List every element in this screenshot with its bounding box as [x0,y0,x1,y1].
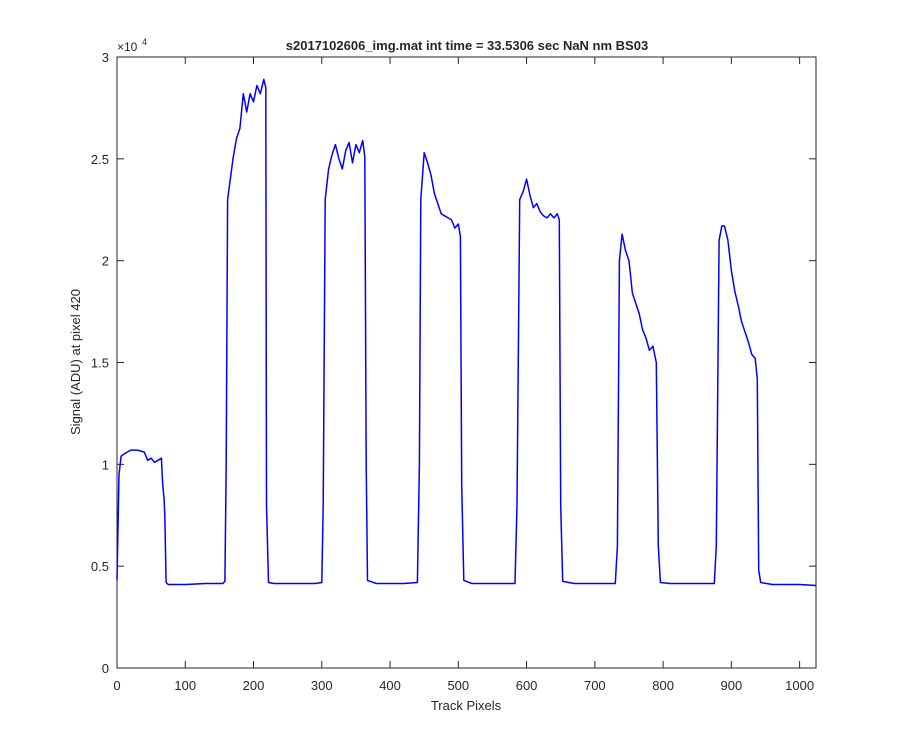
y-tick-label: 0.5 [91,559,109,574]
series-layer [116,78,817,587]
y-axis: 0 0.5 1 1.5 2 2.5 3 [91,50,816,676]
x-tick-label: 700 [584,678,606,693]
y-axis-label: Signal (ADU) at pixel 420 [68,289,83,435]
y-tick-label: 2 [102,254,109,269]
series-line [116,78,817,587]
y-tick-label: 1 [102,457,109,472]
y-axis-exponent: ×10 4 [117,37,147,54]
x-tick-label: 800 [652,678,674,693]
chart-title: s2017102606_img.mat int time = 33.5306 s… [286,38,648,53]
x-tick-label: 900 [721,678,743,693]
y-tick-label: 2.5 [91,152,109,167]
x-tick-label: 600 [516,678,538,693]
x-tick-label: 300 [311,678,333,693]
y-tick-label: 3 [102,50,109,65]
x-tick-label: 100 [174,678,196,693]
x-tick-label: 400 [379,678,401,693]
y-axis-exponent-power: 4 [142,37,147,47]
y-tick-label: 0 [102,661,109,676]
x-tick-label: 0 [113,678,120,693]
x-tick-label: 1000 [785,678,814,693]
plot-area [116,56,817,669]
x-axis-label: Track Pixels [431,698,502,713]
x-tick-label: 200 [243,678,265,693]
x-tick-label: 500 [447,678,469,693]
y-tick-label: 1.5 [91,356,109,371]
y-axis-exponent-base: ×10 [117,40,138,54]
x-axis: 0 100 200 300 400 500 600 700 800 900 1000 [113,57,814,693]
